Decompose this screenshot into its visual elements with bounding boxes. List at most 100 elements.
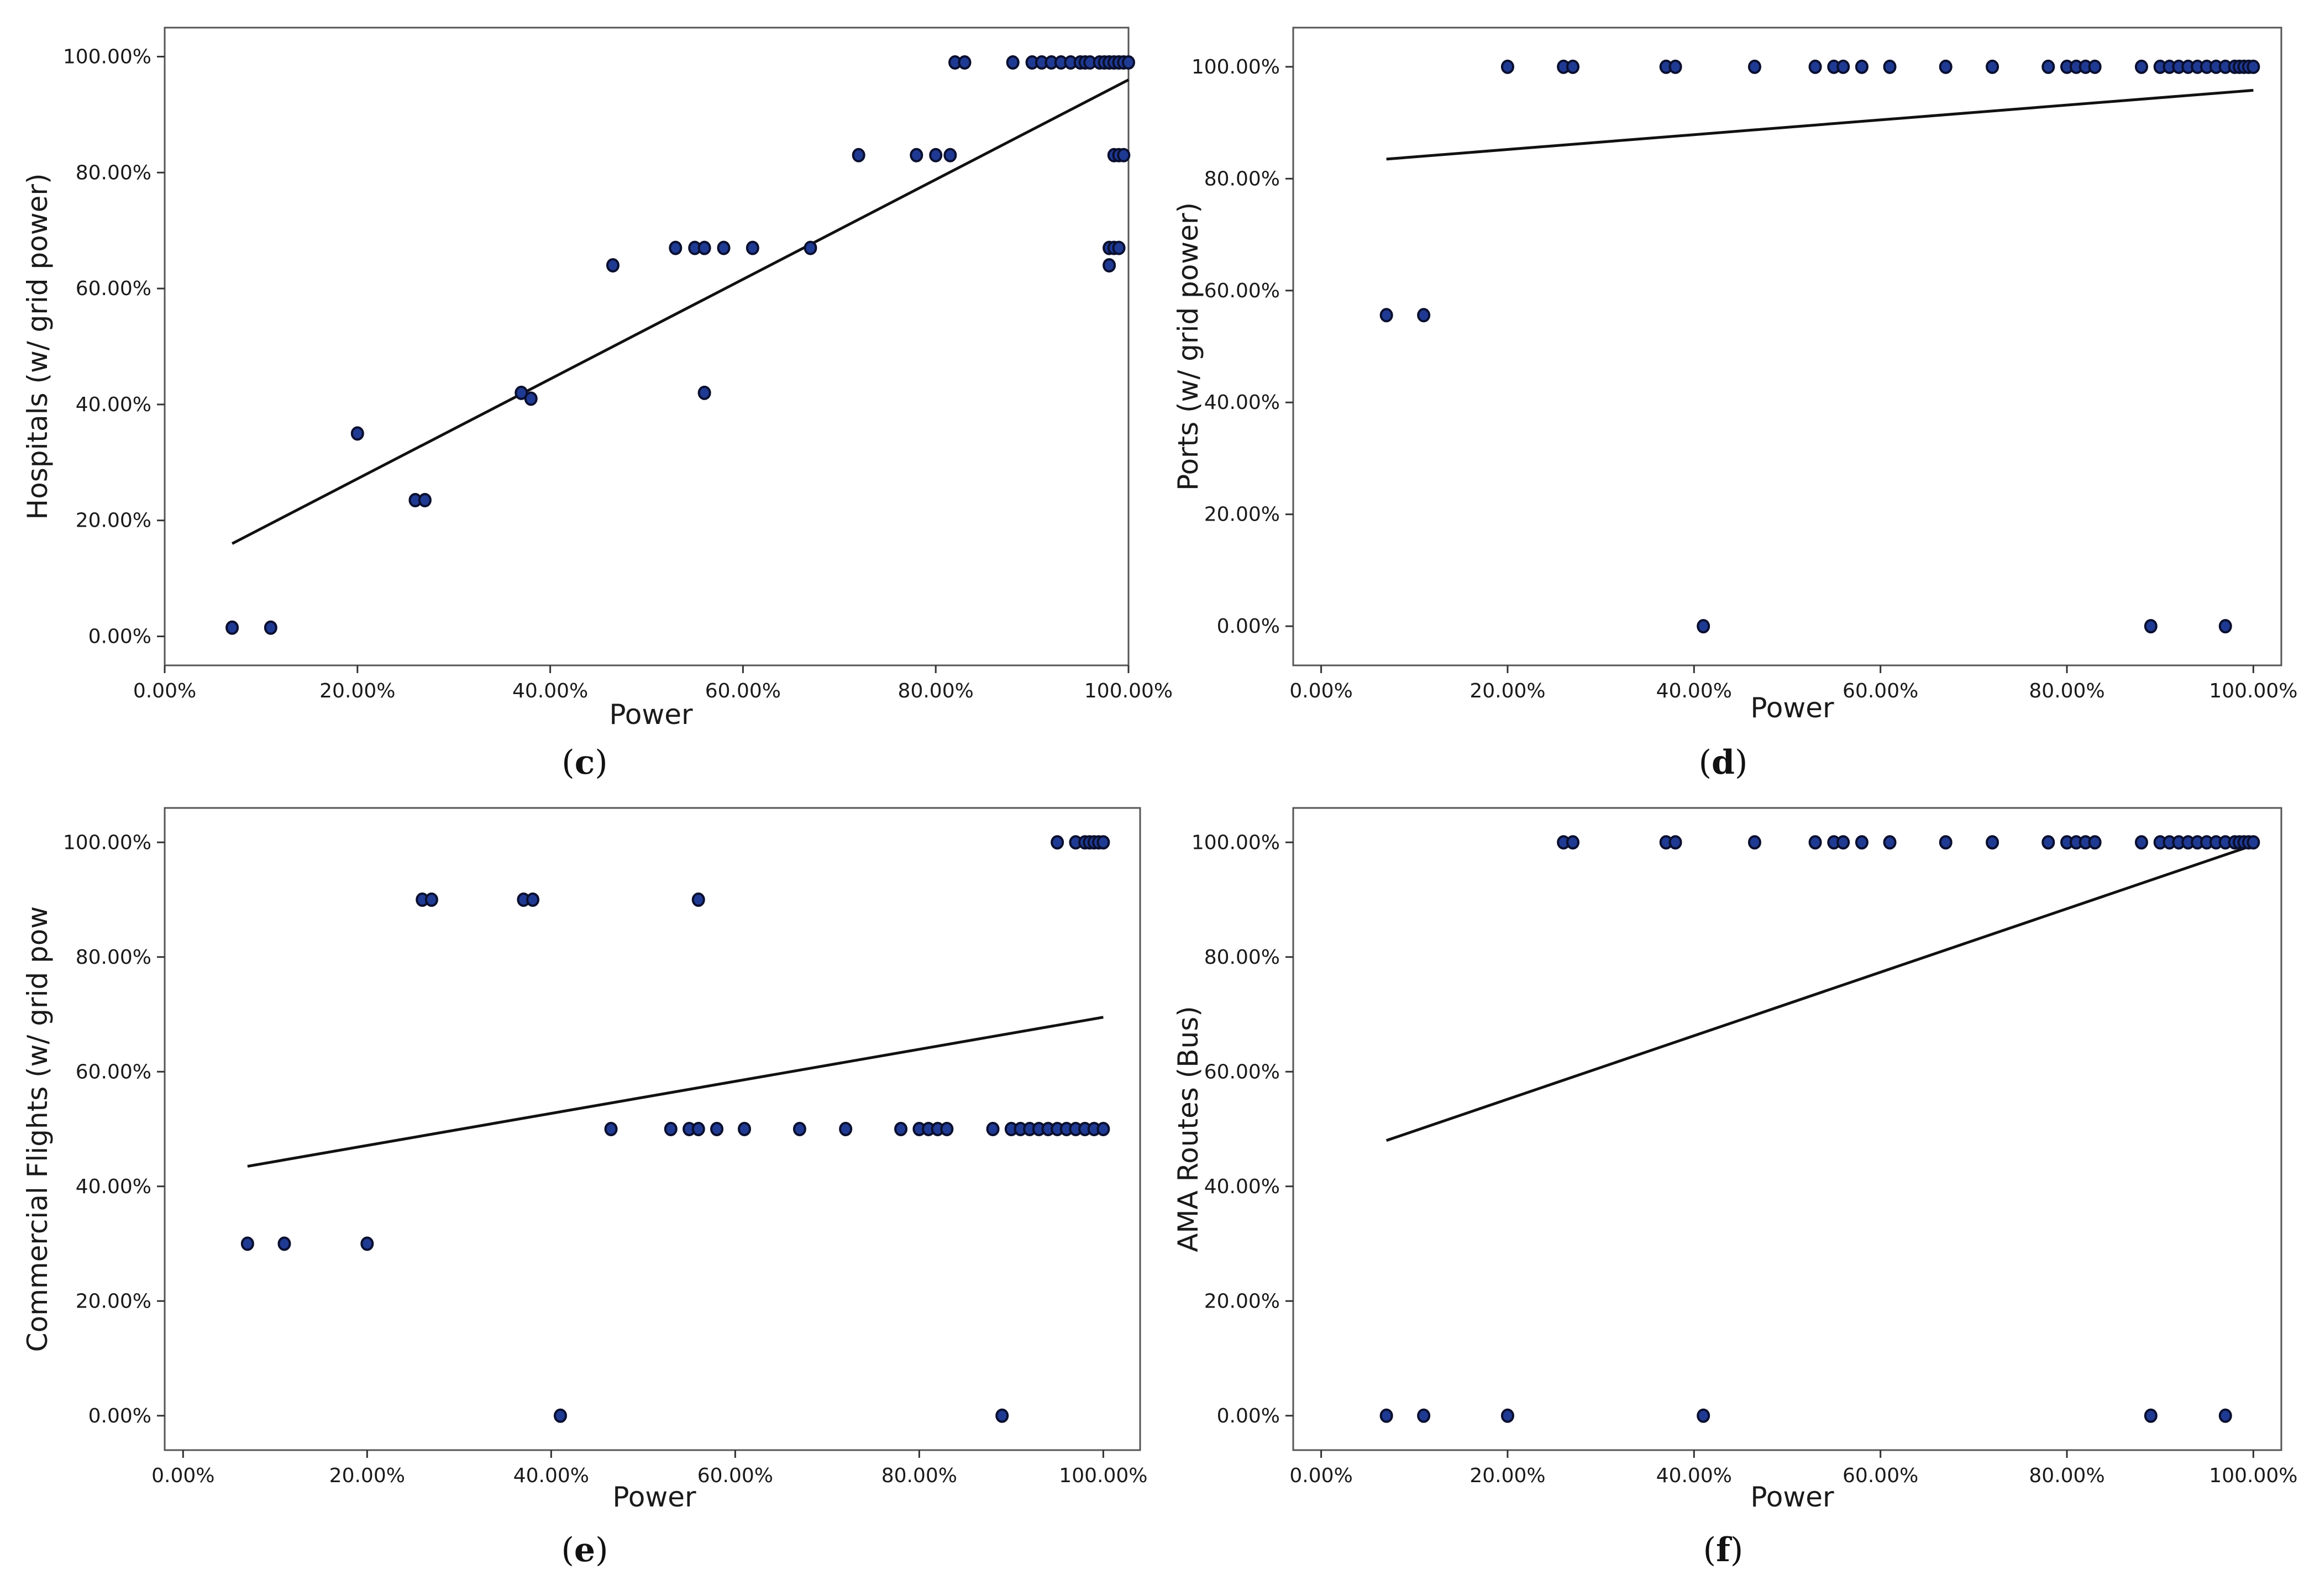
- data-point: [515, 385, 528, 400]
- x-tick-label: 40.00%: [1656, 1464, 1732, 1487]
- data-point: [995, 1408, 1009, 1423]
- y-tick-label: 60.00%: [76, 277, 151, 300]
- panel-f: 0.00% 20.00% 40.00% 60.00% 80.00% 100.00% 0.00…: [1172, 807, 2297, 1569]
- y-tick-label: 40.00%: [1204, 1175, 1280, 1198]
- x-tick-label: 20.00%: [319, 680, 395, 702]
- data-point: [943, 148, 957, 162]
- data-point: [2246, 835, 2260, 850]
- data-point: [277, 1236, 291, 1251]
- regression-line: [1385, 844, 2254, 1142]
- data-point: [1939, 59, 1952, 74]
- y-tick-label: 60.00%: [1204, 1060, 1280, 1083]
- y-tick-label: 0.00%: [1217, 1405, 1280, 1427]
- y-axis-label: Commercial Flights (w/ grid pow: [22, 906, 54, 1352]
- y-tick-label: 40.00%: [1204, 391, 1280, 414]
- x-tick-label: 40.00%: [513, 1464, 589, 1487]
- data-point: [804, 240, 817, 255]
- panel-letter: e: [574, 1531, 595, 1569]
- data-point: [1808, 59, 1822, 74]
- data-point: [1051, 835, 1064, 850]
- y-axis-label: Hospitals (w/ grid power): [22, 174, 54, 520]
- x-tick-label: 80.00%: [881, 1464, 957, 1487]
- y-tick-label: 80.00%: [1204, 946, 1280, 969]
- y-axis-label: Ports (w/ grid power): [1172, 202, 1204, 491]
- y-tick-label: 100.00%: [1192, 56, 1280, 78]
- data-point: [1747, 835, 1761, 850]
- y-tick-label: 60.00%: [76, 1060, 151, 1083]
- data-point: [524, 391, 538, 406]
- data-point: [350, 426, 364, 441]
- y-tick-label: 20.00%: [76, 510, 151, 532]
- data-point: [1808, 835, 1822, 850]
- data-point: [2041, 835, 2055, 850]
- data-point: [1566, 835, 1580, 850]
- data-point: [1883, 835, 1897, 850]
- data-point: [553, 1408, 567, 1423]
- data-point: [852, 148, 865, 162]
- regression-line: [1386, 88, 2254, 161]
- panel-label: (f): [1703, 1531, 1744, 1569]
- y-tick-label: 40.00%: [76, 1175, 151, 1198]
- x-tick-label: 40.00%: [512, 680, 588, 702]
- data-point: [1117, 148, 1131, 162]
- y-tick-label: 0.00%: [88, 1405, 151, 1427]
- data-point: [1836, 59, 1850, 74]
- y-tick-label: 80.00%: [76, 161, 151, 184]
- data-point: [691, 893, 705, 907]
- y-tick-label: 100.00%: [63, 831, 151, 854]
- data-point: [606, 258, 620, 273]
- x-tick-label: 60.00%: [705, 680, 781, 702]
- data-point: [2144, 619, 2158, 634]
- data-point: [2088, 835, 2102, 850]
- data-point: [1112, 240, 1126, 255]
- panel-label: (c): [561, 743, 607, 782]
- y-tick-label: 80.00%: [76, 946, 151, 969]
- x-tick-label: 60.00%: [1843, 680, 1918, 702]
- x-tick-label: 100.00%: [2209, 1464, 2297, 1487]
- x-tick-label: 20.00%: [329, 1464, 405, 1487]
- data-point: [1855, 835, 1868, 850]
- data-point: [1379, 1408, 1393, 1423]
- data-point: [1668, 59, 1682, 74]
- data-point: [1379, 308, 1393, 323]
- regression-line: [231, 78, 1130, 545]
- y-axis-label: AMA Routes (Bus): [1172, 1006, 1204, 1252]
- y-tick-label: 100.00%: [1192, 831, 1280, 854]
- plot-frame: [1292, 807, 2282, 1451]
- x-tick-label: 80.00%: [898, 680, 974, 702]
- data-point: [2144, 1408, 2158, 1423]
- data-point: [225, 620, 239, 635]
- data-point: [1096, 835, 1110, 850]
- x-tick-label: 0.00%: [1289, 680, 1352, 702]
- data-point: [2218, 619, 2232, 634]
- data-point: [418, 493, 432, 508]
- x-tick-label: 20.00%: [1469, 680, 1545, 702]
- panel-letter: d: [1712, 743, 1735, 782]
- data-point: [792, 1122, 806, 1136]
- y-tick-label: 0.00%: [88, 626, 151, 648]
- plot-frame: [164, 27, 1130, 666]
- data-point: [697, 385, 711, 400]
- data-point: [738, 1122, 752, 1136]
- panel-label: (d): [1699, 743, 1748, 782]
- panel-e: 0.00% 20.00% 40.00% 60.00% 80.00% 100.00% 0.00…: [22, 807, 1147, 1569]
- data-point: [1697, 619, 1710, 634]
- y-tick-label: 20.00%: [1204, 1290, 1280, 1313]
- data-point: [1500, 59, 1514, 74]
- data-point: [910, 148, 923, 162]
- data-point: [360, 1236, 374, 1251]
- x-axis-label: Power: [609, 699, 693, 731]
- y-tick-label: 20.00%: [1204, 503, 1280, 526]
- data-point: [669, 240, 683, 255]
- x-axis-label: Power: [612, 1481, 696, 1513]
- panel-label: (e): [561, 1531, 608, 1569]
- data-point: [958, 55, 972, 70]
- data-point: [1417, 1408, 1431, 1423]
- data-point: [2246, 59, 2260, 74]
- regression-line: [247, 1016, 1104, 1168]
- x-tick-label: 0.00%: [1289, 1464, 1352, 1487]
- panel-d: 0.00% 20.00% 40.00% 60.00% 80.00% 100.00% 0.00…: [1172, 27, 2297, 782]
- x-tick-label: 100.00%: [1084, 680, 1173, 702]
- data-point: [1103, 258, 1116, 273]
